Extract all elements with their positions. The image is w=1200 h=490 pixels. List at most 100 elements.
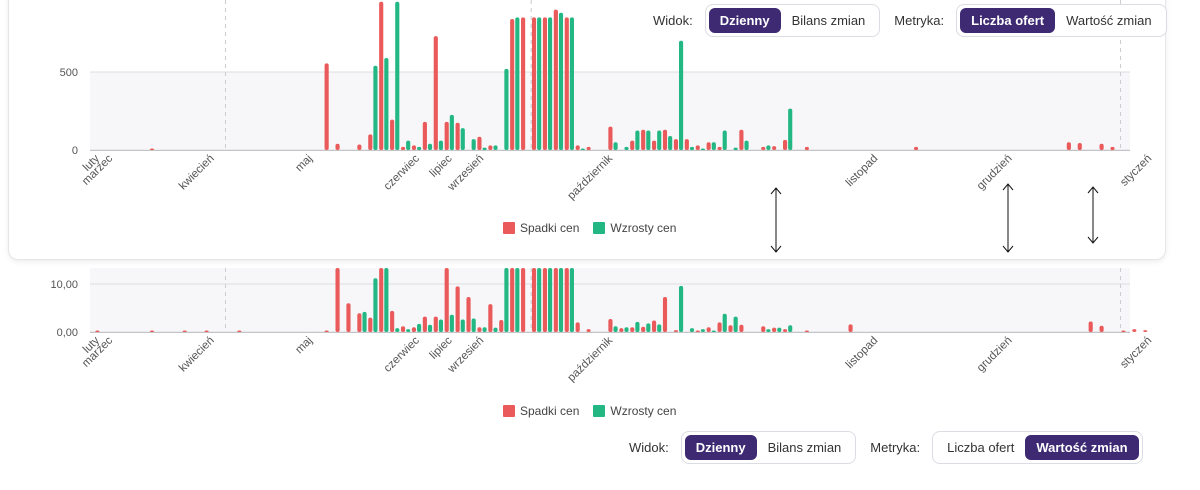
bar-decrease [717,322,722,332]
metric-count-button[interactable]: Liczba ofert [960,8,1056,33]
bar-increase [668,135,673,150]
bar-decrease [641,326,646,332]
y-tick-label: 0 [72,145,78,157]
bar-increase [504,68,509,150]
legend-decrease[interactable]: Spadki cen [503,404,579,418]
bar-decrease [466,296,471,332]
metric-count-button[interactable]: Liczba ofert [947,440,1015,455]
bar-decrease [586,146,591,150]
bar-increase [482,147,487,150]
bar-decrease [488,145,493,150]
y-tick-label: 500 [60,67,78,79]
bar-decrease [510,18,515,151]
bar-decrease [390,310,395,332]
bottom-legend: Spadki cen Wzrosty cen [503,404,676,418]
bar-decrease [804,330,809,332]
bar-increase [471,139,476,150]
bar-increase [744,140,749,150]
bar-increase [558,268,564,332]
bar-decrease [368,134,373,150]
bottom-controls: Widok: Dzienny Bilans zmian Metryka: Lic… [629,431,1143,464]
bar-increase [460,128,465,150]
top-controls: Widok: Dzienny Bilans zmian Metryka: Lic… [653,4,1167,37]
x-tick-label: grudzień [975,335,1015,375]
bar-increase [613,326,618,332]
bar-decrease [182,330,187,332]
bar-decrease [1088,321,1093,332]
bar-decrease [368,317,373,332]
bar-decrease [695,145,700,150]
view-label: Widok: [629,440,669,455]
view-balance-button[interactable]: Bilans zmian [767,440,842,455]
bar-decrease [357,313,362,332]
bar-increase [689,328,695,332]
bar-decrease [400,326,406,332]
bar-increase [558,12,564,150]
legend-increase[interactable]: Wzrosty cen [593,221,676,235]
bar-decrease [728,325,733,332]
bar-increase [449,314,454,332]
bar-decrease [673,139,678,150]
bar-decrease [531,268,537,332]
bar-decrease [149,330,155,332]
bar-increase [722,313,727,332]
bar-increase [700,148,705,150]
bar-increase [733,316,738,332]
view-daily-button[interactable]: Dzienny [684,435,757,460]
bar-decrease [608,319,613,332]
bar-decrease [662,129,668,150]
bar-decrease [237,330,242,332]
bar-decrease [1066,142,1071,150]
bar-decrease [542,17,548,151]
bar-increase [438,140,444,150]
bar-decrease [804,146,809,150]
legend-decrease[interactable]: Spadki cen [503,221,579,235]
bar-decrease [739,129,744,150]
bar-decrease [575,322,580,332]
bar-increase [766,329,771,332]
bar-decrease [739,324,744,332]
metric-value-button[interactable]: Wartość zmian [1025,435,1139,460]
bar-decrease [324,330,329,332]
bar-increase [537,268,542,332]
bar-increase [493,145,498,150]
bar-decrease [455,286,460,332]
bar-decrease [510,268,515,332]
view-daily-button[interactable]: Dzienny [708,8,781,33]
x-tick-label: czerwiec [382,334,422,374]
bar-decrease [149,148,155,150]
bar-decrease [564,268,569,332]
bar-decrease [652,140,657,150]
bar-decrease [400,146,406,150]
bar-decrease [1077,142,1082,150]
bar-increase [427,143,433,150]
bar-increase [373,278,378,332]
bar-increase [569,17,574,151]
bar-increase [384,57,389,150]
metric-value-button[interactable]: Wartość zmian [1066,13,1152,28]
bar-decrease [717,146,722,150]
metric-toggle: Liczba ofert Wartość zmian [956,4,1167,37]
bar-increase [689,146,695,150]
bar-decrease [630,140,635,150]
bar-increase [635,130,640,150]
bar-increase [373,65,378,150]
bar-decrease [1132,329,1137,332]
bar-decrease [488,304,493,332]
bar-increase [515,17,520,151]
bar-decrease [782,329,788,332]
arrow-indicator-3 [1087,186,1099,244]
bar-increase [711,142,716,150]
x-tick-label: listopad [844,335,881,372]
top-legend: Spadki cen Wzrosty cen [503,221,676,235]
bar-increase [657,130,662,150]
bar-decrease [684,139,689,150]
legend-increase[interactable]: Wzrosty cen [593,404,676,418]
metric-toggle: Liczba ofert Wartość zmian [932,431,1143,464]
bar-increase [580,148,585,150]
bar-decrease [433,316,438,332]
view-balance-button[interactable]: Bilans zmian [791,13,866,28]
bar-decrease [913,146,919,150]
bar-decrease [553,9,558,150]
